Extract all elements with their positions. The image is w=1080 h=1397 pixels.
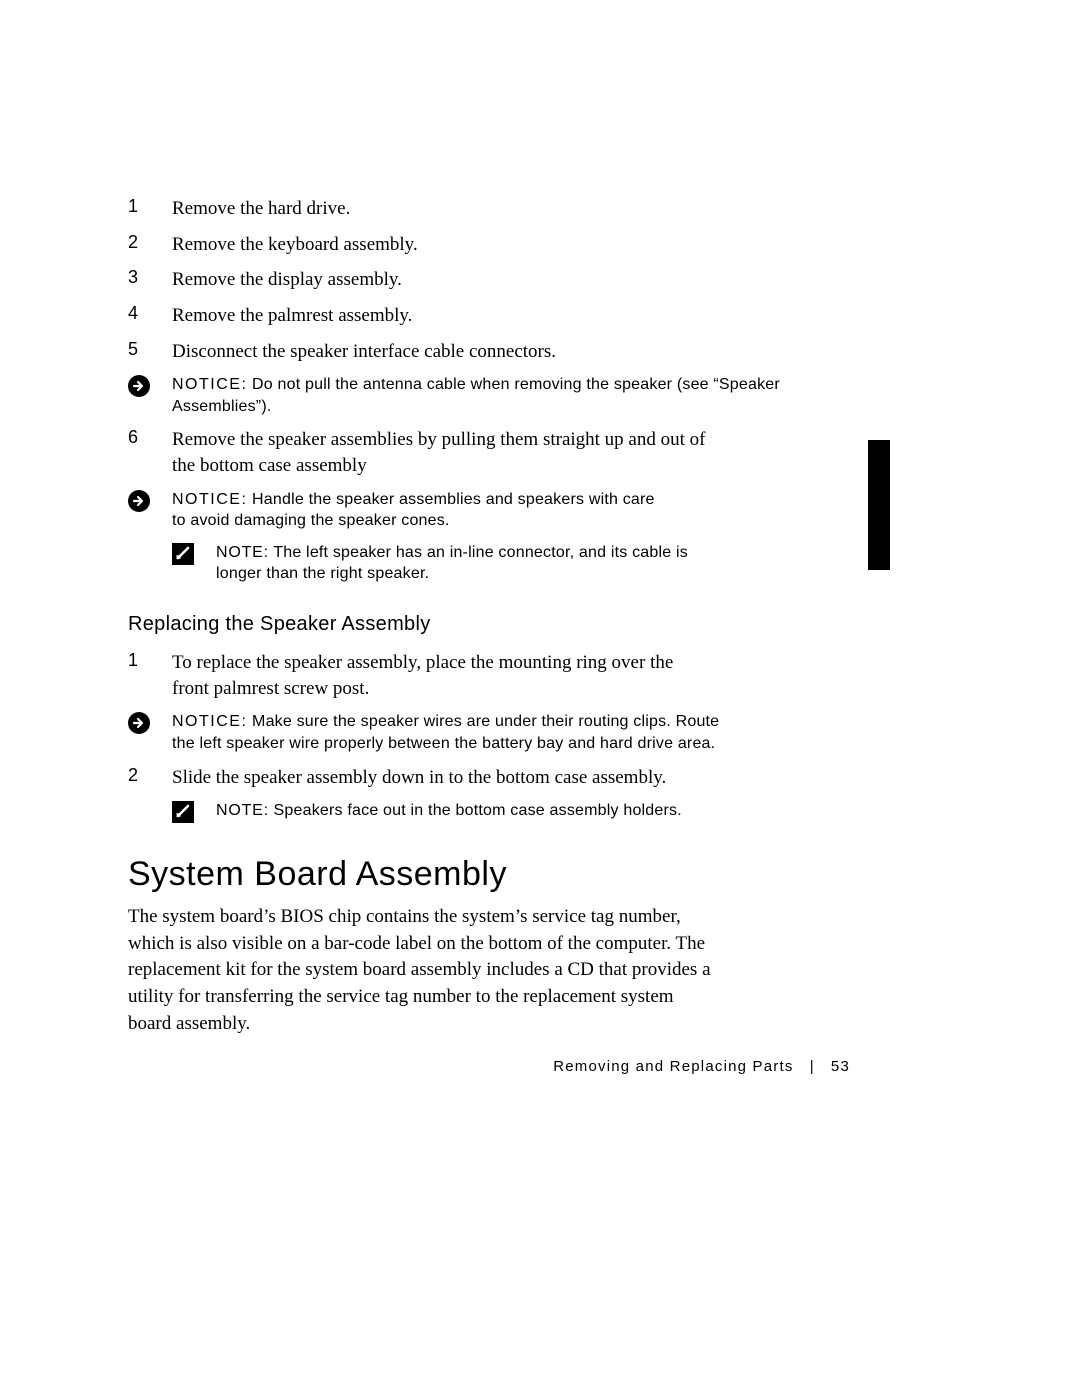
edge-tab-marker (868, 440, 890, 570)
list-text: Remove the hard drive. (172, 196, 848, 222)
list-number: 4 (128, 303, 172, 324)
note-icon (172, 542, 216, 565)
notice-text: NOTICE: Handle the speaker assemblies an… (172, 489, 672, 532)
list-item: 2 Remove the keyboard assembly. (128, 232, 848, 258)
footer-page-number: 53 (831, 1058, 850, 1075)
list-text: To replace the speaker assembly, place t… (172, 650, 702, 701)
page-footer: Removing and Replacing Parts | 53 (0, 1058, 1080, 1075)
list-item: 4 Remove the palmrest assembly. (128, 303, 848, 329)
notice-body: Do not pull the antenna cable when remov… (172, 376, 780, 415)
notice-icon (128, 711, 172, 734)
list-number: 2 (128, 232, 172, 253)
list-item: 1 To replace the speaker assembly, place… (128, 650, 848, 701)
list-text: Disconnect the speaker interface cable c… (172, 339, 848, 365)
notice-body: Make sure the speaker wires are under th… (172, 713, 719, 752)
note-text: NOTE: The left speaker has an in-line co… (216, 542, 736, 585)
note-icon (172, 800, 216, 823)
notice-callout: NOTICE: Make sure the speaker wires are … (128, 711, 848, 754)
list-item: 6 Remove the speaker assemblies by pulli… (128, 427, 848, 478)
notice-text: NOTICE: Make sure the speaker wires are … (172, 711, 732, 754)
subheading: Replacing the Speaker Assembly (128, 613, 848, 636)
note-callout: NOTE: The left speaker has an in-line co… (172, 542, 848, 585)
list-number: 5 (128, 339, 172, 360)
footer-separator: | (810, 1058, 815, 1075)
list-number: 3 (128, 267, 172, 288)
notice-lead: NOTICE: (172, 491, 247, 508)
body-paragraph: The system board’s BIOS chip contains th… (128, 904, 718, 1037)
notice-icon (128, 374, 172, 397)
notice-lead: NOTICE: (172, 713, 247, 730)
note-callout: NOTE: Speakers face out in the bottom ca… (172, 800, 848, 823)
notice-icon (128, 489, 172, 512)
list-text: Slide the speaker assembly down in to th… (172, 765, 848, 791)
heading-1: System Board Assembly (128, 855, 848, 894)
notice-lead: NOTICE: (172, 376, 247, 393)
list-item: 3 Remove the display assembly. (128, 267, 848, 293)
list-text: Remove the palmrest assembly. (172, 303, 848, 329)
list-number: 6 (128, 427, 172, 448)
list-number: 1 (128, 650, 172, 671)
list-item: 5 Disconnect the speaker interface cable… (128, 339, 848, 365)
notice-text: NOTICE: Do not pull the antenna cable wh… (172, 374, 848, 417)
notice-callout: NOTICE: Do not pull the antenna cable wh… (128, 374, 848, 417)
note-text: NOTE: Speakers face out in the bottom ca… (216, 800, 848, 822)
list-number: 1 (128, 196, 172, 217)
footer-section: Removing and Replacing Parts (553, 1058, 793, 1075)
list-text: Remove the keyboard assembly. (172, 232, 848, 258)
note-lead: NOTE: (216, 802, 269, 819)
page-content: 1 Remove the hard drive. 2 Remove the ke… (128, 196, 848, 1037)
note-body: The left speaker has an in-line connecto… (216, 544, 688, 583)
note-lead: NOTE: (216, 544, 269, 561)
list-number: 2 (128, 765, 172, 786)
list-text: Remove the speaker assemblies by pulling… (172, 427, 712, 478)
note-body: Speakers face out in the bottom case ass… (269, 802, 682, 819)
list-text: Remove the display assembly. (172, 267, 848, 293)
list-item: 2 Slide the speaker assembly down in to … (128, 765, 848, 791)
list-item: 1 Remove the hard drive. (128, 196, 848, 222)
notice-callout: NOTICE: Handle the speaker assemblies an… (128, 489, 848, 532)
